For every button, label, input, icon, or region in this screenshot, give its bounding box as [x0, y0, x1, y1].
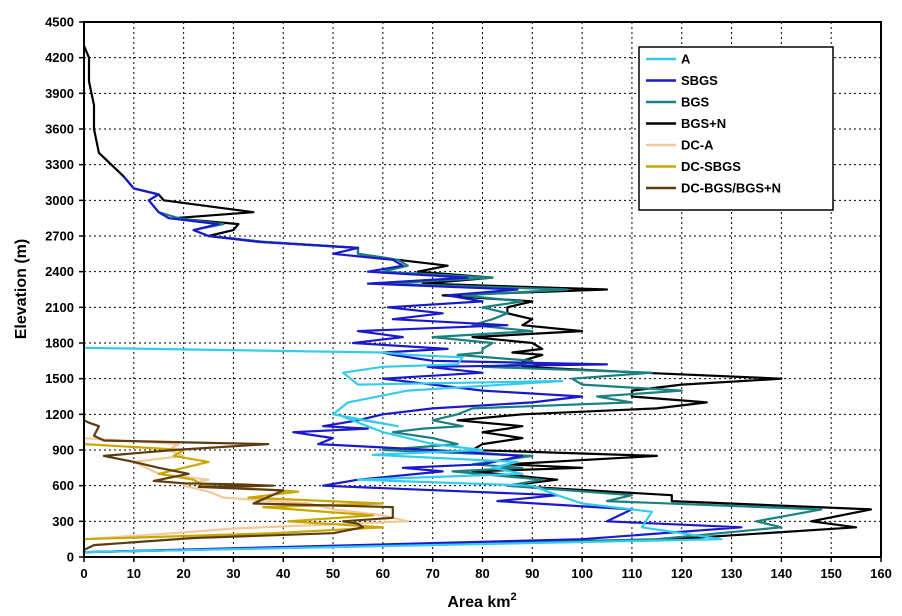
y-tick-label: 600	[52, 478, 74, 493]
x-axis-title: Area km2	[447, 591, 516, 611]
y-axis-title: Elevation (m)	[13, 239, 30, 339]
x-tick-label: 120	[671, 566, 693, 581]
x-tick-label: 40	[276, 566, 290, 581]
x-tick-label: 110	[621, 566, 642, 581]
legend-label-dc-bgs-bgs-n: DC-BGS/BGS+N	[681, 181, 781, 196]
x-tick-label: 50	[326, 566, 340, 581]
x-tick-label: 20	[176, 566, 190, 581]
y-axis-ticks: 0 300 600 900 1200 1500 1800 2100 2400 2700 3000 33…	[45, 15, 84, 565]
series-lines	[82, 45, 873, 554]
legend-label-a: A	[681, 52, 691, 67]
legend-label-sbgs: SBGS	[681, 73, 718, 88]
y-tick-label: 2400	[45, 264, 74, 279]
y-tick-label: 3000	[45, 193, 74, 208]
legend-box	[638, 46, 834, 211]
x-tick-label: 60	[376, 566, 390, 581]
x-axis-title-main: Area km	[447, 594, 510, 611]
x-axis-title-superscript: 2	[511, 591, 517, 603]
y-tick-label: 2700	[45, 229, 74, 244]
series-line-a	[83, 346, 723, 554]
y-tick-label: 1800	[45, 336, 74, 351]
y-tick-label: 4500	[45, 15, 74, 30]
legend: A SBGS BGS BGS+N DC-A DC-SBGS DC-BGS/BGS+N	[638, 46, 834, 211]
x-tick-label: 0	[80, 566, 87, 581]
x-tick-label: 10	[127, 566, 141, 581]
y-tick-label: 1200	[45, 407, 74, 422]
x-tick-label: 150	[820, 566, 842, 581]
legend-label-bgs: BGS	[681, 95, 710, 110]
y-tick-label: 900	[52, 443, 74, 458]
x-tick-label: 70	[425, 566, 439, 581]
series-line-dc-bgs-bgs-n	[82, 414, 394, 553]
x-tick-label: 140	[771, 566, 793, 581]
y-tick-label: 2100	[45, 300, 74, 315]
y-tick-label: 3900	[45, 86, 74, 101]
x-tick-label: 130	[721, 566, 743, 581]
y-tick-label: 0	[67, 550, 74, 565]
legend-label-dc-a: DC-A	[681, 138, 714, 153]
legend-label-bgs-n: BGS+N	[681, 116, 726, 131]
x-tick-label: 100	[571, 566, 593, 581]
x-axis-ticks: 0 10 20 30 40 50 60 70 80 90 100 110 120 130 140 150 160	[80, 557, 892, 581]
series-line-sbgs	[83, 175, 743, 554]
y-tick-label: 4200	[45, 50, 74, 65]
legend-label-dc-sbgs: DC-SBGS	[681, 159, 741, 174]
y-tick-label: 1500	[45, 371, 74, 386]
x-tick-label: 80	[475, 566, 489, 581]
x-tick-label: 90	[525, 566, 539, 581]
y-tick-label: 3300	[45, 157, 74, 172]
x-tick-label: 160	[870, 566, 892, 581]
x-tick-label: 30	[226, 566, 240, 581]
y-tick-label: 300	[52, 514, 74, 529]
y-tick-label: 3600	[45, 122, 74, 137]
